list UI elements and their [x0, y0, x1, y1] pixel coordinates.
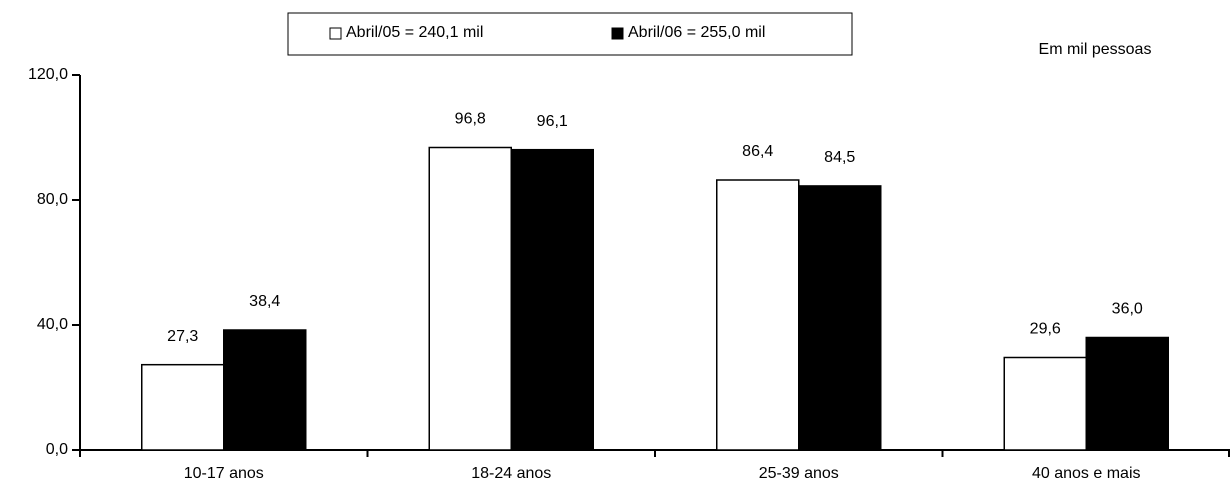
x-tick-label: 10-17 anos [184, 465, 264, 482]
bar [510, 148, 594, 451]
bar [428, 146, 512, 451]
bar [223, 329, 307, 451]
value-label: 36,0 [1112, 301, 1143, 318]
y-tick-label: 40,0 [37, 316, 68, 333]
legend-marker [329, 27, 342, 40]
legend-marker [611, 27, 624, 40]
legend-label: Abril/06 = 255,0 mil [628, 24, 765, 41]
legend-label: Abril/05 = 240,1 mil [346, 24, 483, 41]
x-tick-label: 25-39 anos [759, 465, 839, 482]
y-tick-label: 0,0 [46, 441, 68, 458]
unit-label: Em mil pessoas [1039, 41, 1152, 58]
y-tick-label: 120,0 [28, 66, 68, 83]
value-label: 96,1 [537, 113, 568, 130]
bar [1085, 336, 1169, 451]
value-label: 29,6 [1030, 321, 1061, 338]
value-label: 96,8 [455, 111, 486, 128]
legend-box [287, 12, 853, 56]
value-label: 84,5 [824, 149, 855, 166]
x-tick-label: 40 anos e mais [1032, 465, 1141, 482]
value-label: 38,4 [249, 293, 280, 310]
bar [716, 179, 800, 451]
value-label: 86,4 [742, 143, 773, 160]
value-label: 27,3 [167, 328, 198, 345]
y-tick-label: 80,0 [37, 191, 68, 208]
x-tick-label: 18-24 anos [471, 465, 551, 482]
bar [798, 185, 882, 451]
bar [141, 363, 225, 451]
bar [1003, 356, 1087, 451]
